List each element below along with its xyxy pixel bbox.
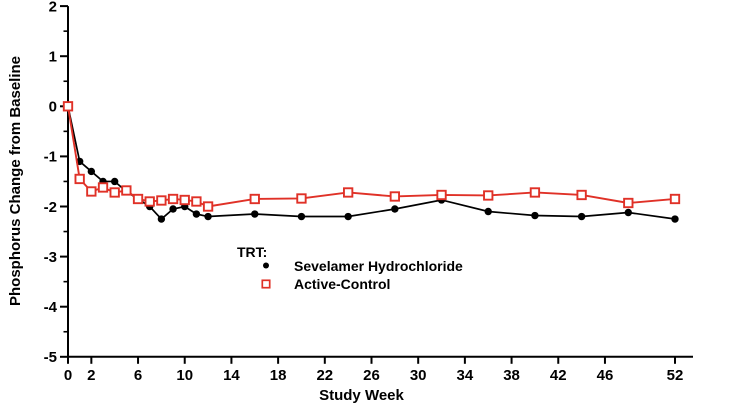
data-point-marker <box>179 194 190 206</box>
x-tick-label: 30 <box>410 367 427 384</box>
x-tick-label: 46 <box>597 367 614 384</box>
legend-filled-circle-icon <box>263 262 269 269</box>
data-point-marker <box>484 207 492 216</box>
data-point-marker <box>132 193 144 205</box>
data-point-marker <box>623 197 634 209</box>
data-point-marker <box>531 211 539 220</box>
x-tick-label: 38 <box>503 367 520 384</box>
data-point-marker <box>202 201 214 212</box>
data-point-marker <box>669 193 681 205</box>
data-point-marker <box>204 212 212 221</box>
data-point-marker <box>110 177 119 186</box>
y-tick-label: -3 <box>44 249 57 266</box>
data-point-marker <box>192 210 201 218</box>
data-point-marker <box>436 189 447 201</box>
data-point-marker <box>191 196 202 207</box>
data-point-marker <box>74 173 85 185</box>
x-tick-label: 0 <box>64 367 72 384</box>
data-point-marker <box>87 167 96 176</box>
y-tick-label: 2 <box>49 0 57 15</box>
y-tick-label: 1 <box>49 48 57 65</box>
data-point-marker <box>251 210 259 218</box>
data-point-marker <box>109 187 120 198</box>
x-tick-label: 14 <box>223 367 240 384</box>
x-axis-title: Study Week <box>319 387 404 404</box>
y-tick-label: -2 <box>44 199 57 216</box>
data-point-marker <box>343 187 354 198</box>
data-point-marker <box>121 185 132 196</box>
data-point-marker <box>296 193 307 204</box>
x-tick-label: 22 <box>316 367 333 384</box>
x-tick-label: 34 <box>457 367 474 384</box>
y-tick-label: -1 <box>44 149 57 166</box>
data-point-marker <box>624 208 633 217</box>
data-point-marker <box>297 212 306 221</box>
x-tick-label: 26 <box>363 367 380 384</box>
legend-label-active-control: Active-Control <box>294 276 390 292</box>
data-point-marker <box>576 189 587 201</box>
data-point-marker <box>62 101 74 112</box>
data-point-marker <box>577 212 586 221</box>
data-point-marker <box>529 187 541 198</box>
x-tick-label: 6 <box>134 367 142 384</box>
data-point-marker <box>156 195 167 206</box>
x-tick-label: 52 <box>667 367 684 384</box>
x-tick-label: 42 <box>550 367 567 384</box>
data-point-marker <box>167 193 179 205</box>
data-point-marker <box>169 205 177 213</box>
data-point-marker <box>157 215 166 223</box>
data-point-marker <box>389 191 400 202</box>
legend-title: TRT: <box>237 244 267 260</box>
data-point-marker <box>671 215 679 223</box>
data-point-marker <box>344 212 352 221</box>
legend-label-sevelamer: Sevelamer Hydrochloride <box>294 258 463 274</box>
x-tick-label: 10 <box>176 367 193 384</box>
x-tick-label: 18 <box>270 367 287 384</box>
data-point-marker <box>97 182 109 193</box>
data-point-marker <box>144 196 155 207</box>
y-tick-label: 0 <box>49 99 57 116</box>
data-point-marker <box>249 193 260 205</box>
y-tick-label: -5 <box>44 349 57 366</box>
y-axis-title: Phosphorus Change from Baseline <box>7 56 24 306</box>
x-tick-label: 2 <box>87 367 95 384</box>
data-point-marker <box>86 186 97 197</box>
data-point-marker <box>391 205 399 213</box>
data-point-marker <box>483 190 494 201</box>
legend-open-square-icon <box>261 279 271 289</box>
y-tick-label: -4 <box>44 299 58 316</box>
